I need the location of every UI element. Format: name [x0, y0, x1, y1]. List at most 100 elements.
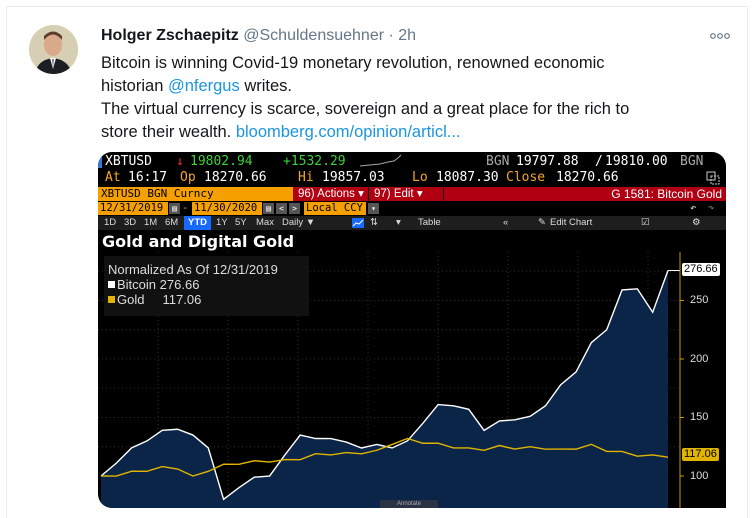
start-date-input[interactable]: 12/31/2019 — [98, 202, 168, 215]
annotate-tool-icon[interactable]: ☑ — [641, 217, 650, 228]
more-options-button[interactable] — [709, 29, 731, 43]
separator: · — [388, 27, 394, 44]
text-fragment: historian — [101, 77, 168, 95]
actions-menu[interactable]: 96) Actions ▾ — [298, 188, 364, 200]
security-input[interactable]: XBTUSD BGN Curncy — [98, 187, 293, 201]
currency-dropdown-icon[interactable]: ▾ — [368, 203, 379, 214]
y-tick-150: 150 — [690, 411, 709, 423]
close-label: Close — [506, 170, 546, 185]
edit-chart-icon[interactable]: ✎ — [538, 217, 546, 228]
y-tick-250: 250 — [690, 294, 709, 306]
tweet-media-bloomberg-chart[interactable]: XBTUSD ↓ 19802.94 +1532.29 BGN 19797.88 … — [98, 152, 726, 508]
legend-title: Normalized As Of 12/31/2019 — [108, 262, 278, 277]
chart-canvas — [98, 252, 684, 508]
open-value: 18270.66 — [204, 170, 267, 185]
last-price: 19802.94 — [190, 154, 253, 169]
bid-price: 19797.88 — [516, 154, 579, 169]
line-chart-icon[interactable] — [352, 218, 364, 228]
popout-icon[interactable] — [706, 171, 720, 185]
low-label: Lo — [412, 170, 428, 185]
bid-source: BGN — [486, 154, 510, 169]
ellipsis-icon — [710, 33, 730, 39]
tweet-line-3: The virtual currency is scarce, sovereig… — [101, 100, 630, 118]
y-tick-100: 100 — [690, 470, 709, 482]
tweet-card[interactable]: Holger Zschaepitz @Schuldensuehner · 2h … — [6, 6, 748, 518]
legend-value: 117.06 — [162, 292, 202, 307]
gear-icon[interactable]: ⚙ — [692, 217, 701, 228]
end-date-input[interactable]: 11/30/2020 — [192, 202, 262, 215]
date-range-bar: 12/31/2019 ▤ - 11/30/2020 ▤ < > Local CC… — [98, 202, 726, 215]
range-1d[interactable]: 1D — [104, 217, 117, 228]
chart-title: Gold and Digital Gold — [102, 232, 295, 251]
y-tick-200: 200 — [690, 353, 709, 365]
author-name[interactable]: Holger Zschaepitz — [101, 27, 239, 44]
calendar-icon[interactable]: ▤ — [169, 203, 180, 214]
timestamp[interactable]: 2h — [398, 27, 417, 44]
ohlc-line: At 16:17 Op 18270.66 Hi 19857.03 Lo 1808… — [98, 170, 726, 186]
edit-menu[interactable]: 97) Edit ▾ — [374, 188, 423, 200]
legend-label: Gold — [117, 292, 145, 307]
text-fragment: writes. — [239, 77, 293, 95]
legend-label: Bitcoin — [117, 277, 157, 292]
tweet-line-2: historian @nfergus writes. — [101, 75, 711, 98]
high-value: 19857.03 — [322, 170, 385, 185]
gold-last-value-badge: 117.06 — [682, 448, 719, 461]
function-title: G 1581: Bitcoin Gold — [611, 187, 722, 201]
edit-chart-button[interactable]: Edit Chart — [550, 217, 593, 228]
chart-legend: Normalized As Of 12/31/2019 Bitcoin 276.… — [104, 256, 309, 316]
tweet-line-4: store their wealth. bloomberg.com/opinio… — [101, 121, 711, 144]
dropdown-icon[interactable]: ▾ — [396, 217, 401, 228]
sort-icon[interactable]: ⇅ — [370, 217, 378, 228]
legend-item-bitcoin: Bitcoin 276.66 — [108, 277, 305, 292]
redo-icon[interactable]: ↷ — [708, 202, 715, 214]
undo-icon[interactable]: ↶ — [690, 202, 697, 214]
legend-value: 276.66 — [159, 277, 200, 292]
ask-price: 19810.00 — [605, 154, 668, 169]
prev-period-button[interactable]: < — [276, 203, 287, 214]
range-3d[interactable]: 3D — [124, 217, 137, 228]
article-link[interactable]: bloomberg.com/opinion/articl... — [235, 123, 461, 141]
sparkline-icon — [360, 154, 402, 167]
gold-swatch-icon — [108, 296, 115, 303]
mention-link[interactable]: @nfergus — [167, 77, 240, 95]
bitcoin-swatch-icon — [108, 281, 115, 288]
range-ytd[interactable]: YTD — [184, 216, 211, 230]
tweet-line-1: Bitcoin is winning Covid-19 monetary rev… — [101, 54, 605, 72]
collapse-button[interactable]: « — [503, 217, 509, 228]
author-handle[interactable]: @Schuldensuehner — [243, 27, 385, 44]
ask-source: BGN — [680, 154, 704, 169]
avatar-photo — [29, 25, 78, 74]
bitcoin-last-value-badge: 276.66 — [682, 263, 720, 276]
legend-item-gold: Gold 117.06 — [108, 292, 305, 307]
tweet-text: Bitcoin is winning Covid-19 monetary rev… — [101, 52, 711, 144]
tweet-header: Holger Zschaepitz @Schuldensuehner · 2h — [101, 27, 416, 45]
range-5y[interactable]: 5Y — [235, 217, 247, 228]
range-1y[interactable]: 1Y — [216, 217, 228, 228]
security-bar: XBTUSD BGN Curncy 96) Actions ▾ 97) Edit… — [98, 187, 726, 201]
table-button[interactable]: Table — [418, 217, 441, 228]
range-1m[interactable]: 1M — [144, 217, 158, 228]
frequency-select[interactable]: Daily ▼ — [282, 217, 316, 228]
range-toolbar: 1D 3D 1M 6M YTD 1Y 5Y Max Daily ▼ ⇅ ▾ Ta… — [98, 216, 726, 230]
currency-select[interactable]: Local CCY — [304, 202, 366, 215]
date-separator: - — [182, 202, 189, 214]
at-label: At — [105, 170, 121, 185]
quote-time: 16:17 — [128, 170, 168, 185]
calendar-icon[interactable]: ▤ — [263, 203, 274, 214]
quote-line: XBTUSD ↓ 19802.94 +1532.29 BGN 19797.88 … — [98, 154, 726, 170]
divider — [443, 187, 444, 201]
chart-plot-area[interactable] — [98, 252, 726, 508]
text-fragment: store their wealth. — [101, 123, 236, 141]
avatar[interactable] — [29, 25, 78, 74]
low-value: 18087.30 — [436, 170, 499, 185]
down-arrow-icon: ↓ — [176, 154, 184, 169]
next-period-button[interactable]: > — [289, 203, 300, 214]
divider — [368, 187, 369, 201]
open-label: Op — [180, 170, 196, 185]
range-max[interactable]: Max — [256, 217, 274, 228]
blue-tab-marker — [98, 156, 102, 168]
ticker: XBTUSD — [105, 154, 152, 169]
close-value: 18270.66 — [556, 170, 619, 185]
annotate-tab[interactable]: Annotate — [380, 500, 438, 508]
range-6m[interactable]: 6M — [165, 217, 179, 228]
